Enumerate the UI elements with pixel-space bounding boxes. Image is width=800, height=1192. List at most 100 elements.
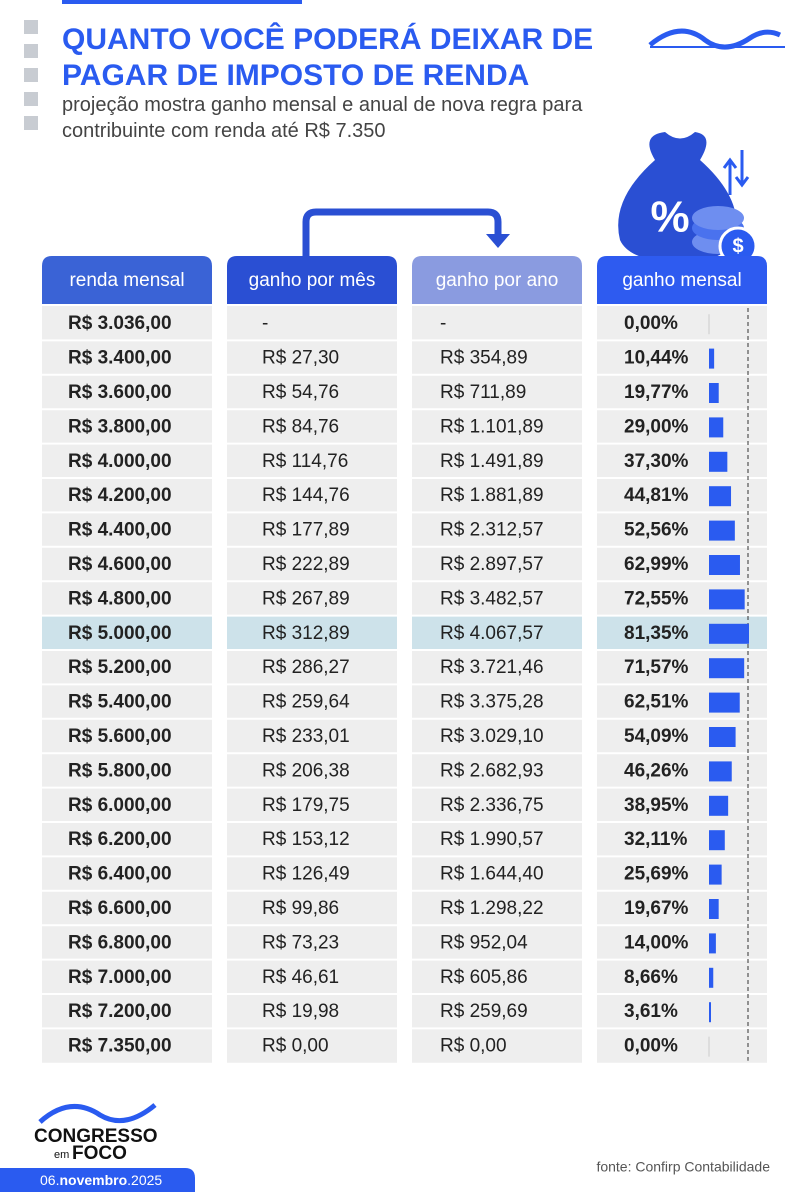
cell: R$ 1.298,22 (440, 898, 544, 919)
cell: R$ 2.312,57 (440, 520, 544, 541)
bar (709, 692, 740, 713)
cell: R$ 177,89 (262, 520, 350, 541)
percent-label: 0,00% (624, 1036, 678, 1057)
logo-text: em (54, 1149, 69, 1161)
cell: R$ 5.600,00 (68, 726, 172, 747)
percent-label: 32,11% (624, 829, 687, 850)
logo-mark (648, 28, 785, 50)
percent-label: 81,35% (624, 623, 689, 644)
date-part: .2025 (127, 1172, 162, 1188)
column-header-bg (42, 256, 212, 304)
cell: R$ 84,76 (262, 416, 339, 437)
bar (709, 658, 745, 679)
percent-label: 8,66% (624, 967, 678, 988)
cell: R$ 27,30 (262, 348, 339, 369)
cell: R$ 0,00 (262, 1036, 329, 1057)
cell: R$ 1.101,89 (440, 416, 544, 437)
cell: R$ 179,75 (262, 795, 350, 816)
cell: R$ 1.644,40 (440, 864, 544, 885)
bar (709, 417, 724, 438)
cell: R$ 4.000,00 (68, 451, 172, 472)
cell: R$ 126,49 (262, 864, 350, 885)
cell: R$ 54,76 (262, 382, 339, 403)
percent-label: 71,57% (624, 657, 689, 678)
bar (709, 623, 749, 644)
cell: R$ 73,23 (262, 932, 339, 953)
date-part: novembro (59, 1172, 127, 1188)
column-header-bg (412, 256, 582, 304)
cell: R$ 7.200,00 (68, 1001, 172, 1022)
column-gap (397, 306, 412, 1063)
logo-text: CONGRESSO (34, 1126, 158, 1147)
bar (709, 761, 732, 782)
cell: R$ 312,89 (262, 623, 350, 644)
column-header-bg (597, 256, 767, 304)
cell: R$ 3.800,00 (68, 416, 172, 437)
cell: R$ 2.336,75 (440, 795, 544, 816)
column-header: ganho por ano (436, 270, 559, 291)
cell: R$ 5.000,00 (68, 623, 172, 644)
money-icon: % $ (618, 132, 758, 266)
cell: R$ 952,04 (440, 932, 528, 953)
percent-label: 62,99% (624, 554, 689, 575)
cell: R$ 4.800,00 (68, 588, 172, 609)
bar (709, 795, 729, 816)
bar (709, 486, 732, 507)
percent-label: 54,09% (624, 726, 689, 747)
bar (709, 933, 716, 954)
percent-label: 10,44% (624, 348, 689, 369)
cell: R$ 3.600,00 (68, 382, 172, 403)
cell: R$ 206,38 (262, 760, 350, 781)
bar (709, 589, 745, 610)
cell: R$ 5.200,00 (68, 657, 172, 678)
top-rule (62, 0, 302, 4)
cell: R$ 4.600,00 (68, 554, 172, 575)
percent-label: 0,00% (624, 313, 678, 334)
cell: - (440, 313, 446, 334)
decor-squares (24, 20, 38, 130)
column-header: ganho por mês (249, 270, 376, 291)
cell: R$ 3.400,00 (68, 348, 172, 369)
cell: R$ 5.800,00 (68, 760, 172, 781)
percent-label: 37,30% (624, 451, 689, 472)
percent-label: 19,67% (624, 898, 689, 919)
bar (709, 727, 736, 747)
cell: R$ 7.000,00 (68, 967, 172, 988)
cell: R$ 711,89 (440, 382, 526, 403)
cell: R$ 114,76 (262, 451, 348, 472)
title: QUANTO VOCÊ PODERÁ DEIXAR DE PAGAR DE IM… (62, 23, 594, 92)
percent-label: 3,61% (624, 1001, 678, 1022)
date-bg (0, 1168, 195, 1192)
bar (709, 383, 719, 403)
cell: R$ 1.990,57 (440, 829, 544, 850)
cell: R$ 6.200,00 (68, 829, 172, 850)
cell: R$ 6.400,00 (68, 864, 172, 885)
bar (709, 967, 714, 988)
bar (709, 864, 722, 885)
bar (709, 451, 728, 472)
cell: R$ 144,76 (262, 485, 350, 506)
arrow-head (486, 234, 510, 248)
logo-text: FOCO (72, 1143, 127, 1164)
cell: R$ 6.600,00 (68, 898, 172, 919)
percent-label: 29,00% (624, 416, 689, 437)
cell: R$ 1.881,89 (440, 485, 544, 506)
column-gap (212, 306, 227, 1063)
cell: R$ 1.491,89 (440, 451, 544, 472)
cell: R$ 99,86 (262, 898, 339, 919)
cell: R$ 259,69 (440, 1001, 528, 1022)
percent-label: 14,00% (624, 932, 689, 953)
column-header: ganho mensal (622, 270, 741, 291)
date-part: 06. (40, 1172, 59, 1188)
cell: R$ 3.721,46 (440, 657, 544, 678)
cell: R$ 5.400,00 (68, 692, 172, 713)
cell: R$ 267,89 (262, 588, 350, 609)
column-header-bg (227, 256, 397, 304)
cell: R$ 0,00 (440, 1036, 507, 1057)
cell: R$ 2.897,57 (440, 554, 544, 575)
cell: R$ 4.200,00 (68, 485, 172, 506)
cell: R$ 4.067,57 (440, 623, 544, 644)
percent-label: 52,56% (624, 520, 689, 541)
cell: R$ 7.350,00 (68, 1036, 172, 1057)
